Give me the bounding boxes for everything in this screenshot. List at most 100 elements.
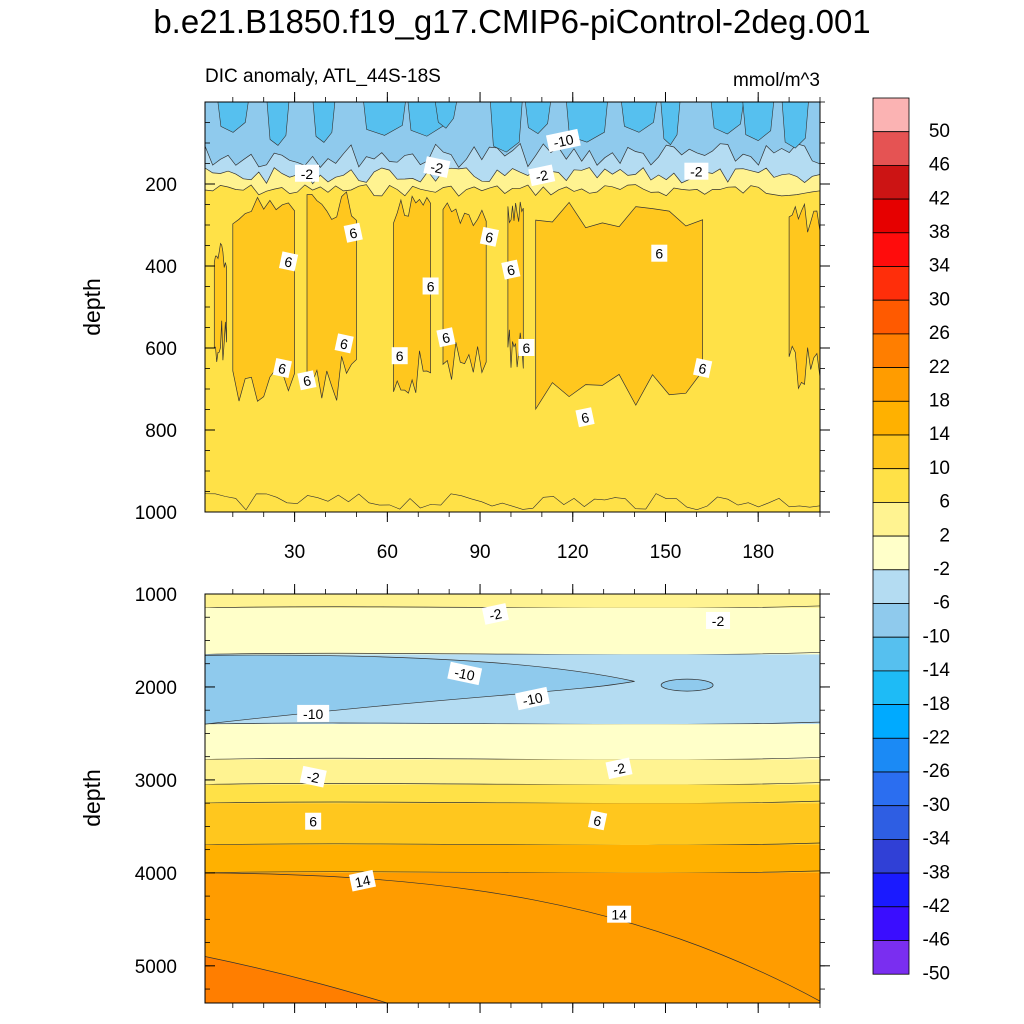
colorbar-label: 10 [929,458,950,479]
colorbar-swatch [872,569,910,604]
figure-title: b.e21.B1850.f19_g17.CMIP6-piControl-2deg… [153,3,870,40]
upper-contour-label-box [278,251,299,272]
colorbar-label: -46 [923,930,950,951]
upper-contour-label-text: -10 [552,131,575,151]
lower-ytick-label: 4000 [135,864,177,885]
lower-ytick-label: 2000 [135,678,177,699]
upper-contour-label: -2 [528,164,556,187]
lower-ytick-label: 3000 [135,771,177,792]
lower-contour-label-box [607,905,632,923]
upper-ytick-label: 400 [145,257,177,278]
upper-contour-label: 6 [479,226,500,247]
upper-contour-label-text: -2 [534,167,550,185]
upper-contour-label-text: 6 [283,253,294,270]
upper-panel-field [205,102,820,512]
lower-layer [205,803,820,845]
lower-layer [205,594,820,608]
upper-minus12-blob [660,102,681,146]
lower-panel-field [205,594,820,1003]
upper-region-6-10 [507,201,524,369]
upper-contour-label: 6 [422,277,439,295]
lower-contour-label: 6 [587,810,608,831]
upper-contour-label-box [528,164,556,187]
upper-contour-label-text: 6 [427,279,435,295]
colorbar-label: 46 [929,155,950,176]
upper-xtick-label: 150 [650,542,682,563]
lower-contour-label-text: -10 [303,706,323,722]
upper-contour-label-text: 6 [348,225,359,242]
colorbar-swatch [872,232,910,267]
colorbar: 50 46 42 38 34 30 26 22 18 14 10 6 2 -2 -6 -10 -14 -18 -22… [872,97,951,984]
upper-contour-label-box [391,347,408,365]
lower-contour-label: 14 [607,905,632,923]
upper-contour-label-text: 6 [697,360,708,377]
lower-contour-label-box [447,661,483,686]
upper-contour-label-box [422,277,439,295]
lower-contour-label-box [305,812,322,830]
upper-contour-label: 6 [343,222,363,243]
lower-contour-label-box [605,757,633,780]
upper-contour-label: 6 [501,259,521,280]
lower-ytick-label: 5000 [135,957,177,978]
upper-region-6-10 [306,191,357,401]
lower-contour-label-box [587,810,608,831]
upper-contour-label-text: 6 [523,340,531,356]
colorbar-swatch [872,367,910,402]
lower-contour-line [205,721,820,725]
upper-ytick-label: 800 [145,421,177,442]
lower-deep-14-18 [205,872,820,1003]
upper-contour-label: 6 [693,358,713,378]
upper-contour-label-box [272,358,292,378]
colorbar-label: -22 [923,727,950,748]
upper-panel-ylabel: depth [79,278,105,336]
colorbar-label: 2 [939,525,950,546]
colorbar-swatch [872,940,910,975]
upper-contour-label-box [693,358,713,378]
lower-contour-label: -10 [297,704,330,722]
upper-contour-label-box [294,164,319,182]
upper-contour-label-text: -2 [429,158,445,176]
upper-contour-label-text: 6 [277,360,288,377]
upper-minus12-blob [490,102,523,153]
lower-contour-label-text: -10 [521,689,544,709]
upper-contour-label: 6 [272,358,292,378]
colorbar-swatch [872,434,910,470]
lower-contour-line [205,605,820,609]
colorbar-label: -10 [923,626,950,647]
upper-ytick-label: 600 [145,339,177,360]
lower-contour-label-box [515,686,550,711]
upper-contour-label-text: -2 [690,164,703,180]
upper-xtick-label: 120 [557,542,589,563]
colorbar-label: 14 [929,424,951,445]
colorbar-swatch [872,872,910,908]
colorbar-swatch [872,805,910,840]
lower-contour-label: 6 [305,812,322,830]
upper-contour-label-box [479,226,500,247]
colorbar-label: 6 [939,492,950,513]
lower-contour-line [205,652,820,656]
lower-contour-label: -10 [515,686,550,711]
upper-minus12-blob [363,102,406,136]
lower-panel: -2 -2 -10 -10 -10 -2 -2 6 6 14 14 1000 2000 3000 4000… [79,584,830,1013]
lower-contour-label: -10 [447,661,483,686]
upper-contour-label: -2 [294,164,319,182]
colorbar-label: -34 [923,829,951,850]
lower-contour-label: -2 [299,765,327,788]
colorbar-label: -42 [923,896,950,917]
lower-contour-label-text: -10 [453,664,476,684]
upper-contour-label-box [545,128,581,153]
upper-contour-label-text: 6 [655,246,663,262]
colorbar-label: 50 [929,121,950,142]
lower-contour-label-text: 14 [353,872,372,891]
upper-panel-axes: 200 400 600 800 1000 30 60 90 120 150 180 [135,92,830,563]
lower-contour-label-box [481,603,509,625]
colorbar-label: 18 [929,390,950,411]
colorbar-swatch [872,839,910,874]
colorbar-label: 38 [929,222,950,243]
upper-xtick-label: 90 [469,542,490,563]
upper-minus12-blob [781,102,809,149]
colorbar-swatch [872,737,910,773]
lower-layer [205,759,820,785]
colorbar-label: -50 [923,963,950,984]
